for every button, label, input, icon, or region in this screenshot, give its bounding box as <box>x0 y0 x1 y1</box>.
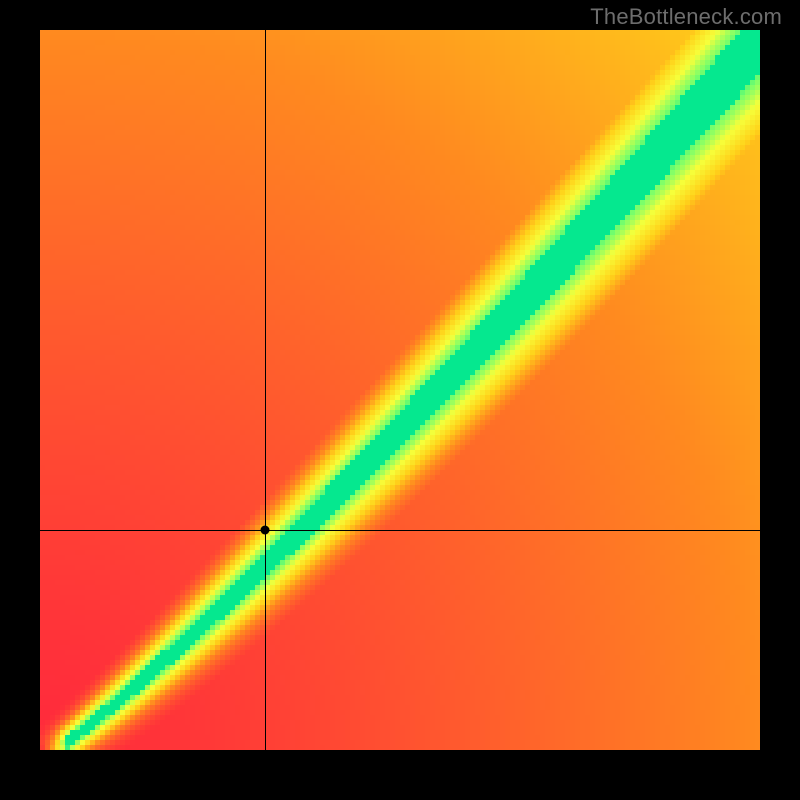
plot-area <box>40 30 760 750</box>
watermark-text: TheBottleneck.com <box>590 4 782 30</box>
crosshair-horizontal <box>40 530 760 531</box>
heatmap-canvas <box>40 30 760 750</box>
crosshair-marker <box>261 526 270 535</box>
crosshair-vertical <box>265 30 266 750</box>
